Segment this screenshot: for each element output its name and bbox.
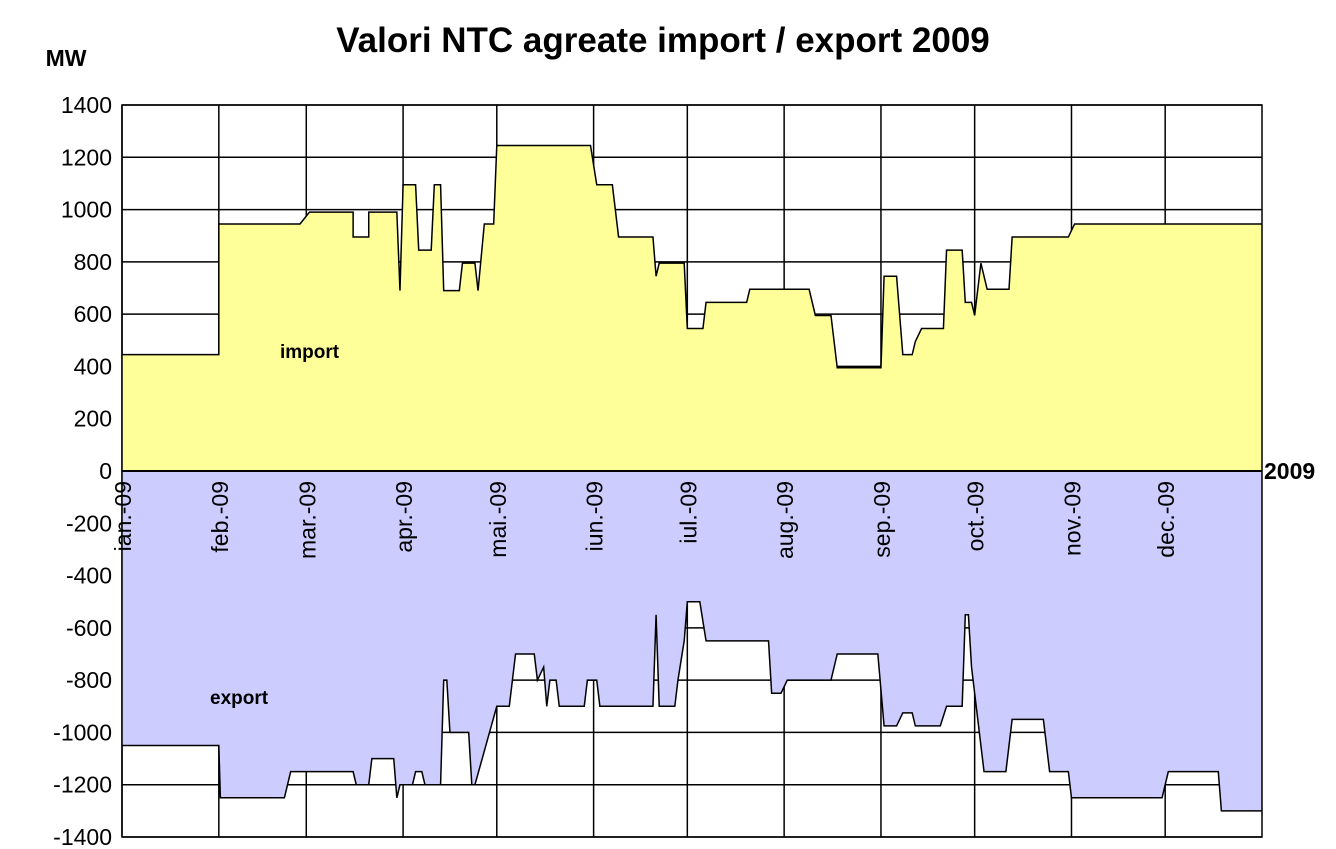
- y-tick-label: 0: [99, 458, 112, 484]
- series-line: [122, 144, 1262, 369]
- y-tick-label: -1000: [53, 719, 112, 745]
- series-line: [122, 600, 1262, 812]
- y-tick-label: -800: [66, 667, 112, 693]
- y-tick-label: 1200: [61, 144, 112, 170]
- chart-title: Valori NTC agreate import / export 2009: [336, 21, 990, 60]
- y-tick-label: -600: [66, 615, 112, 641]
- y-tick-label: 600: [74, 301, 112, 327]
- y-tick-label: 1000: [61, 197, 112, 223]
- annotation: export: [210, 688, 269, 709]
- y-tick-label: -1400: [53, 824, 112, 849]
- area-fill: [122, 145, 1262, 471]
- area-fill: [122, 471, 1262, 811]
- x-tick-label: mar.-09: [294, 481, 320, 559]
- x-tick-label: oct.-09: [963, 481, 989, 551]
- x-tick-label: iul.-09: [675, 481, 701, 544]
- x-tick-label: mai.-09: [485, 481, 511, 558]
- y-tick-label: 800: [74, 249, 112, 275]
- annotation: import: [280, 342, 340, 363]
- y-tick-label: 1400: [61, 92, 112, 118]
- x-tick-label: aug.-09: [772, 481, 798, 559]
- x-tick-label: apr.-09: [391, 481, 417, 553]
- x-tick-label: ian.-09: [110, 481, 136, 551]
- x-axis-label: 2009: [1264, 458, 1315, 484]
- x-tick-label: dec.-09: [1153, 481, 1179, 558]
- x-tick-label: iun.-09: [582, 481, 608, 551]
- y-tick-label: 200: [74, 406, 112, 432]
- y-tick-label: -1200: [53, 772, 112, 798]
- x-tick-label: nov.-09: [1059, 481, 1085, 556]
- y-tick-label: -400: [66, 563, 112, 589]
- x-tick-label: sep.-09: [869, 481, 895, 558]
- plot-border: [121, 104, 1263, 838]
- x-tick-label: feb.-09: [207, 481, 233, 553]
- y-tick-label: -200: [66, 510, 112, 536]
- y-tick-label: 400: [74, 353, 112, 379]
- y-axis-label: MW: [46, 45, 87, 71]
